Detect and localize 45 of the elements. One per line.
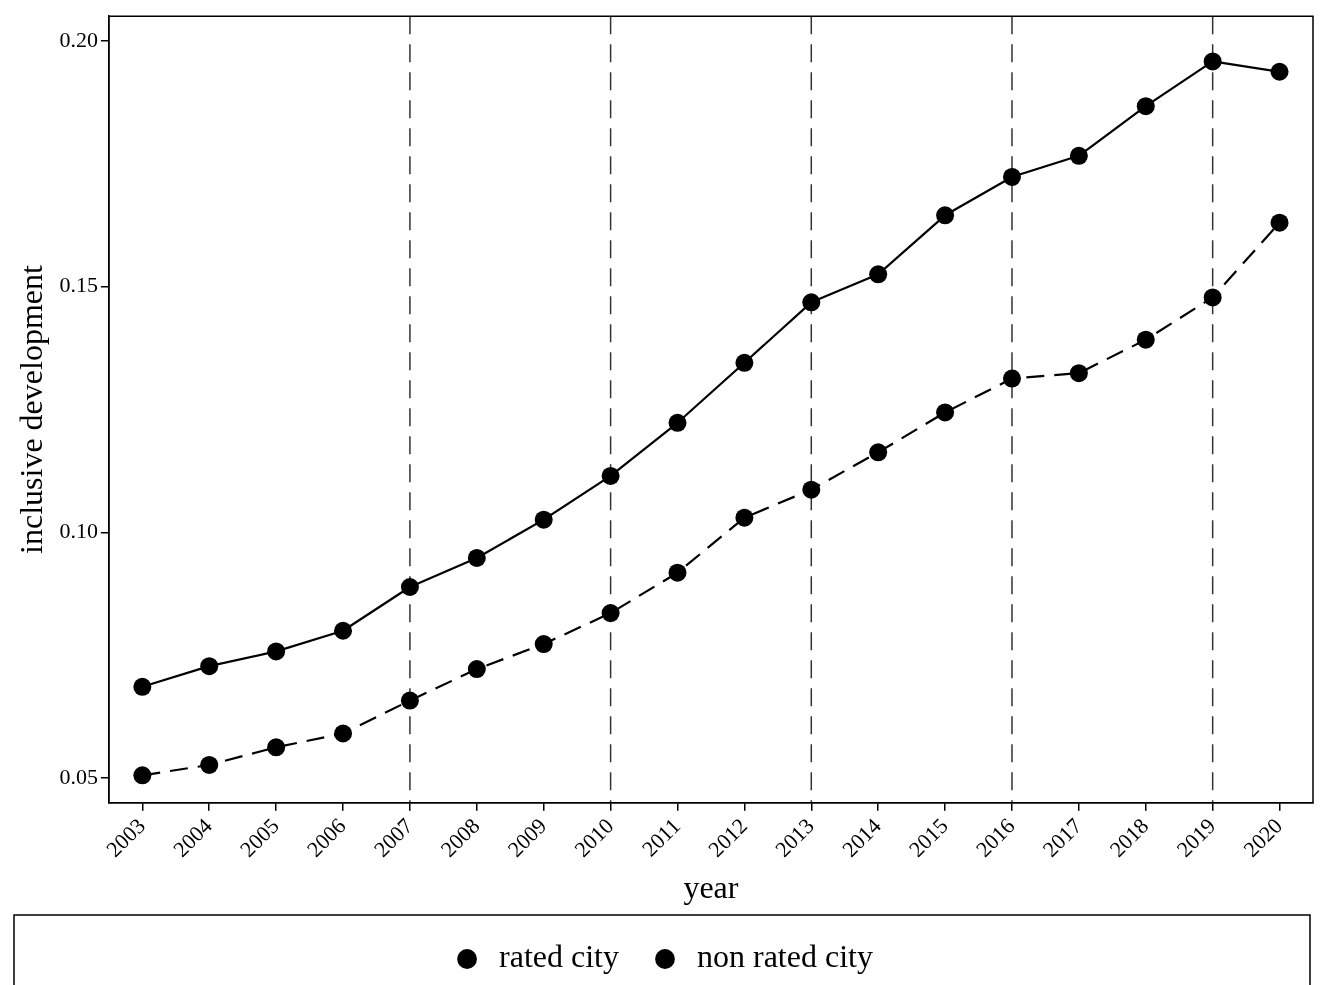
point: [133, 766, 152, 785]
point: [133, 677, 152, 696]
point: [467, 660, 486, 679]
point: [1203, 288, 1222, 307]
point: [735, 353, 754, 372]
point: [467, 548, 486, 567]
point: [601, 466, 620, 485]
point: [200, 657, 219, 676]
point: [869, 443, 888, 462]
y-axis-title: inclusive development: [12, 264, 49, 554]
point: [601, 604, 620, 623]
y-tick-label: 0.05: [59, 764, 98, 790]
point: [334, 724, 353, 743]
point: [1203, 52, 1222, 71]
legend-label: non rated city: [697, 938, 873, 975]
point: [936, 403, 955, 422]
point: [1136, 330, 1155, 349]
point: [1069, 146, 1088, 165]
point: [267, 738, 286, 757]
y-tick-label: 0.20: [59, 26, 98, 52]
point: [1136, 97, 1155, 116]
point: [534, 635, 553, 654]
x-tick-label: 2011: [636, 813, 686, 862]
y-tick-label: 0.15: [59, 272, 98, 298]
point: [1002, 369, 1021, 388]
point: [534, 510, 553, 529]
point: [869, 265, 888, 284]
point: [334, 621, 353, 640]
point: [735, 508, 754, 527]
point: [1270, 62, 1289, 81]
point: [802, 293, 821, 312]
point: [200, 755, 219, 774]
x-axis-title: year: [683, 869, 739, 906]
point: [400, 691, 419, 710]
point: [400, 577, 419, 596]
point: [1069, 364, 1088, 383]
point: [802, 480, 821, 499]
point: [267, 642, 286, 661]
legend-label: rated city: [499, 938, 619, 975]
point: [936, 206, 955, 225]
point: [1270, 213, 1289, 232]
y-tick-label: 0.10: [59, 518, 98, 544]
point: [1002, 167, 1021, 186]
point: [668, 413, 687, 432]
point: [668, 563, 687, 582]
